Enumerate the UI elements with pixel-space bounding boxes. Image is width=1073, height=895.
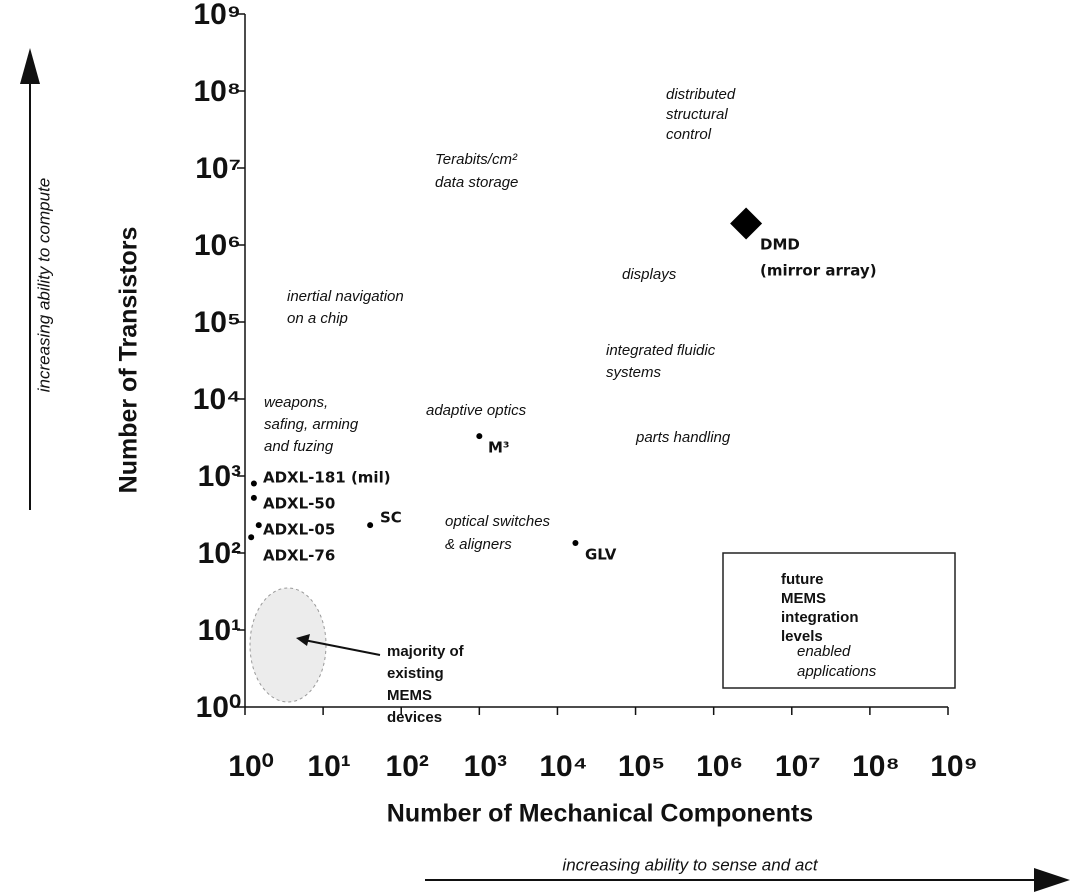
annotation: inertial navigation [287,288,404,305]
point-label: (mirror array) [760,262,877,280]
annotation: & aligners [445,536,512,553]
annotation: devices [387,709,442,726]
x-direction-label: increasing ability to sense and act [562,855,818,874]
pointer-arrow-head [296,634,310,646]
majority-region [249,587,327,703]
point-label: GLV [585,546,617,564]
point [730,207,763,240]
annotation: on a chip [287,310,348,327]
annotation: adaptive optics [426,402,527,419]
x-tick-label: 10⁴ [539,750,587,783]
point-label: DMD [760,236,800,254]
x-tick-label: 10⁵ [618,750,665,783]
y-tick-label: 10² [198,537,241,570]
x-tick-label: 10⁷ [775,750,821,783]
annotation: levels [781,628,823,645]
annotation: systems [606,364,662,381]
annotation: optical switches [445,513,551,530]
y-tick-label: 10¹ [198,614,241,647]
point-label: M³ [488,439,510,457]
x-tick-label: 10⁸ [852,750,900,783]
point [250,494,257,501]
pointer-arrow [303,639,381,656]
y-tick-label: 10⁸ [193,75,241,108]
y-direction-arrow-head [20,48,40,84]
annotation: parts handling [635,429,731,446]
point [476,433,483,440]
annotation: integrated fluidic [606,342,716,359]
y-tick-label: 10⁶ [194,229,241,262]
y-tick-label: 10³ [198,460,241,493]
x-tick-label: 10¹ [307,750,350,783]
x-direction-arrow-head [1034,868,1070,892]
annotation: integration [781,609,859,626]
y-tick-label: 10⁹ [193,0,241,31]
decor [20,48,1070,892]
x-tick-label: 10³ [464,750,507,783]
annotation: applications [797,663,877,680]
point [248,534,255,541]
annotation: MEMS [781,590,826,607]
y-tick-label: 10⁵ [194,306,241,339]
point [367,522,374,529]
future-box [722,552,956,689]
annotation: Terabits/cm² [435,151,518,168]
x-axis-label: Number of Mechanical Components [387,800,813,828]
annotation: enabled [797,643,851,660]
point-label: SC [380,509,402,527]
x-tick-label: 10⁹ [930,750,978,783]
annotation: MEMS [387,687,432,704]
point [250,480,257,487]
annotation: weapons, [264,394,328,411]
point [572,539,579,546]
annotation: displays [622,266,677,283]
annotation: structural [666,106,728,123]
annotation: control [666,126,712,143]
annotation: data storage [435,174,518,191]
y-tick-label: 10⁰ [196,691,241,724]
point-label: ADXL-181 (mil) [263,469,391,487]
annotation: future [781,571,824,588]
annotation: majority of [387,643,465,660]
point-label: ADXL-76 [263,547,335,565]
point [255,522,262,529]
y-direction-label: increasing ability to compute [34,178,53,393]
annotation: safing, arming [264,416,359,433]
annotation: existing [387,665,444,682]
x-tick-label: 10⁶ [696,750,743,783]
y-axis-label: Number of Transistors [115,227,143,494]
annotation: and fuzing [264,438,334,455]
y-tick-label: 10⁷ [195,152,241,185]
x-tick-label: 10⁰ [228,750,273,783]
point-label: ADXL-05 [263,521,335,539]
annotation: distributed [666,86,736,103]
x-tick-label: 10² [386,750,429,783]
y-tick-label: 10⁴ [193,383,241,416]
point-label: ADXL-50 [263,495,335,513]
